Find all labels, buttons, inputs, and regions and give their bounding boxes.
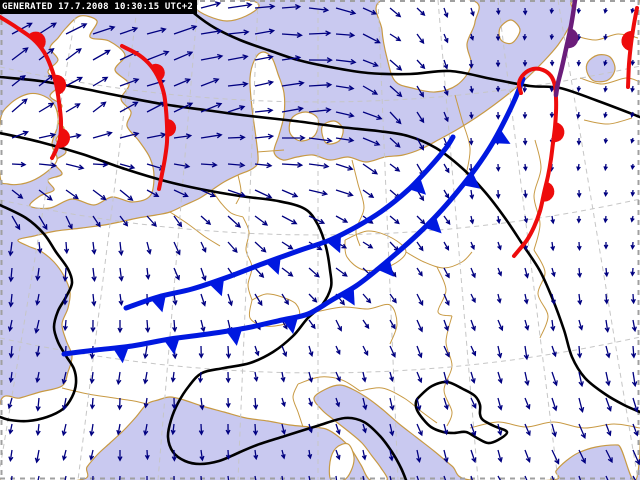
cold-front-triangle xyxy=(462,172,481,189)
parallel-line xyxy=(0,198,640,236)
occluded-front-line xyxy=(553,0,578,98)
country-border xyxy=(298,303,398,345)
warm-front-east-line xyxy=(512,66,559,258)
cold-front-main-east xyxy=(61,76,526,364)
cold-front-main-west-line xyxy=(123,134,456,311)
meridian-line xyxy=(377,0,399,480)
cold-front-triangle xyxy=(339,287,355,306)
cold-front-triangle xyxy=(424,216,442,234)
warm-front-semicircle xyxy=(621,31,633,51)
country-border xyxy=(469,421,640,429)
landmass-gotland xyxy=(498,19,521,45)
warm-front-semicircle xyxy=(553,122,565,143)
isobar-north xyxy=(178,0,640,119)
landmass-zealand xyxy=(288,111,320,142)
parallel-line xyxy=(0,65,640,103)
country-border xyxy=(436,266,453,317)
cold-front-triangle xyxy=(163,337,180,355)
warm-front-semicircle xyxy=(58,128,70,148)
cold-front-triangle xyxy=(265,257,281,275)
isobar-biscay xyxy=(0,203,78,423)
country-border xyxy=(344,230,407,271)
meridian-line xyxy=(237,0,259,480)
cold-front-triangle xyxy=(282,317,299,335)
country-border xyxy=(242,216,253,301)
warm-front-semicircle xyxy=(54,74,67,95)
cold-front-triangle xyxy=(226,328,243,346)
cold-front-triangle xyxy=(492,129,511,144)
warm-front-atlantic xyxy=(0,15,70,160)
warm-front-britain xyxy=(120,44,177,191)
country-border xyxy=(533,139,542,251)
cold-front-triangle xyxy=(113,346,129,364)
warm-front-semicircle xyxy=(166,118,177,137)
cold-front-triangle xyxy=(150,294,166,313)
warm-front-semicircle xyxy=(151,63,165,81)
warm-front-east xyxy=(512,66,565,258)
country-border xyxy=(256,149,285,153)
cold-front-main-west xyxy=(123,134,456,313)
cold-front-triangle xyxy=(208,278,224,297)
country-border xyxy=(297,376,361,392)
sea-gulf-of-riga xyxy=(585,54,616,83)
country-border xyxy=(359,387,438,424)
warm-front-semicircle xyxy=(542,181,555,202)
warm-front-britain-line xyxy=(120,44,170,191)
country-border xyxy=(351,159,365,247)
country-border xyxy=(533,249,549,339)
cold-front-triangle xyxy=(377,259,394,277)
isobar-long xyxy=(0,75,640,414)
isobar-balkan-low xyxy=(414,380,509,445)
country-border xyxy=(454,94,471,176)
generated-timestamp: GENERATED 17.7.2008 10:30:15 UTC+2 xyxy=(0,0,198,14)
country-border xyxy=(583,117,633,125)
meridian-line xyxy=(557,0,639,480)
country-border xyxy=(61,387,148,405)
occluded-front-semicircle xyxy=(566,28,579,49)
landmass-great-britain xyxy=(29,15,155,210)
landmass-corsica xyxy=(328,442,355,480)
country-border xyxy=(235,174,242,205)
warm-front-far-east xyxy=(621,6,639,89)
wind-vector-field xyxy=(7,1,640,480)
parallel-line xyxy=(0,336,640,374)
cold-front-triangle xyxy=(409,177,426,195)
occluded-front xyxy=(553,0,579,98)
country-border xyxy=(579,77,640,85)
landmass-sweden-south xyxy=(375,0,480,93)
cold-front-triangle xyxy=(326,235,341,254)
country-border xyxy=(443,315,453,427)
country-border xyxy=(292,383,304,428)
country-border xyxy=(211,189,244,218)
warm-front-semicircle xyxy=(28,31,46,49)
inland-sea-layer xyxy=(585,54,616,83)
